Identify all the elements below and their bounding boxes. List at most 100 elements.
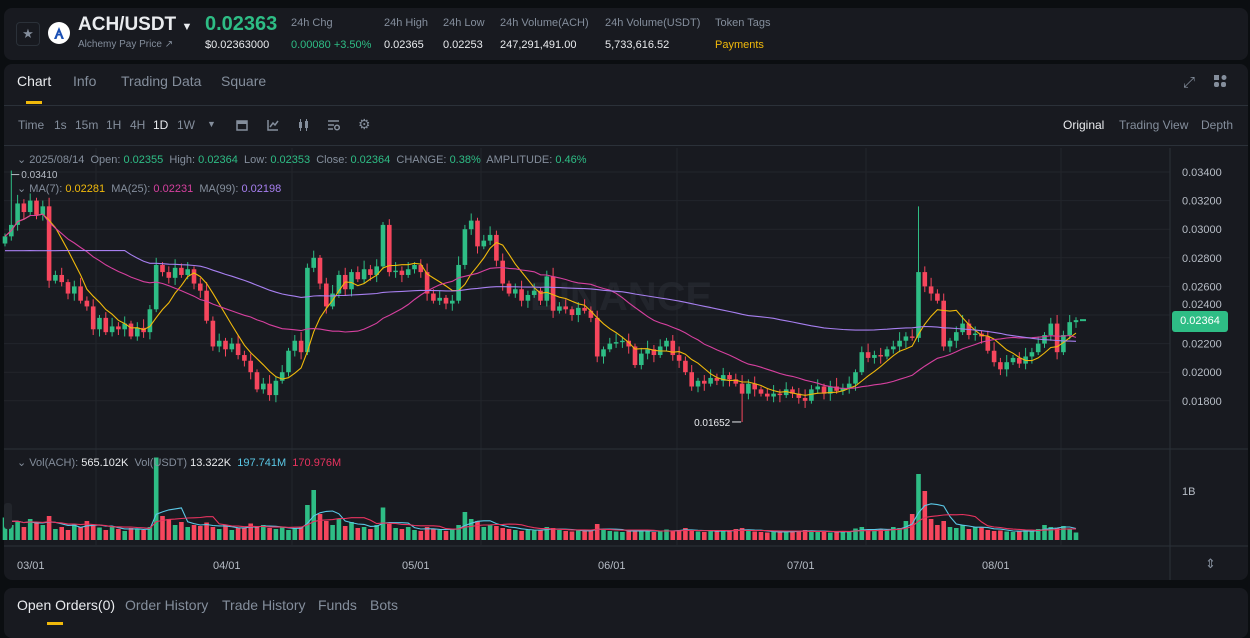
volume-bar (487, 525, 493, 540)
favorite-star-button[interactable]: ★ (16, 22, 40, 46)
candle-body (569, 309, 575, 315)
interval-15m[interactable]: 15m (75, 118, 99, 132)
candle-body (116, 326, 121, 330)
candle-body (708, 377, 713, 384)
layout-grid-icon[interactable] (1214, 75, 1227, 93)
candle-body (475, 220, 480, 247)
volume-ma10-line (4, 513, 1076, 532)
volume-bar (639, 531, 644, 540)
candle-body (1054, 323, 1060, 353)
low-value: 0.02353 (270, 154, 311, 166)
symbol-selector[interactable]: ACH/USDT ▼ (78, 14, 192, 36)
candle-body (456, 264, 461, 301)
candle-body (198, 283, 203, 291)
interval-1s[interactable]: 1s (54, 118, 67, 132)
volume-bar (72, 524, 77, 540)
volume-bar (1035, 529, 1041, 540)
volume-bar (179, 522, 184, 540)
candle-body (109, 326, 115, 333)
interval-1w[interactable]: 1W (177, 118, 195, 132)
open-label: Open: (90, 154, 121, 166)
interval-1d[interactable]: 1D (153, 118, 169, 132)
volume-bar (34, 522, 39, 540)
volume-bar (588, 530, 594, 540)
stat-label: 24h Volume(ACH) (500, 17, 589, 29)
candle-body (884, 349, 890, 357)
volume-bar (46, 516, 52, 540)
y-tick-label: 0.02600 (1182, 281, 1222, 293)
volume-bar (311, 490, 316, 540)
calendar-icon[interactable] (236, 118, 248, 136)
volume-bar (210, 527, 216, 540)
candle-body (859, 352, 865, 373)
candle-body (563, 306, 568, 310)
template-icon[interactable] (327, 118, 341, 136)
tab-trading-data[interactable]: Trading Data (121, 73, 202, 89)
collapse-chevron-icon[interactable]: ⌄ (17, 183, 27, 195)
volume-bar (374, 525, 379, 540)
high-value: 0.02364 (198, 154, 238, 166)
collapse-chevron-icon[interactable]: ⌄ (17, 154, 27, 166)
bottom-tab-open-orders-[interactable]: Open Orders(0) (17, 597, 116, 613)
indicator-icon[interactable] (267, 118, 279, 136)
volume-bar (387, 524, 392, 540)
candle-body (670, 340, 676, 356)
candle-body (544, 276, 550, 301)
volume-bar (317, 514, 323, 540)
view-depth[interactable]: Depth (1201, 118, 1234, 132)
token-info-link[interactable]: Alchemy Pay Price ↗ (78, 39, 174, 50)
candle-body (815, 386, 820, 390)
volume-bar (122, 531, 127, 540)
volume-bar (103, 530, 109, 540)
candle-body (393, 270, 398, 273)
max-price-label: 0.03410 (21, 170, 58, 181)
collapse-chevron-icon[interactable]: ⌄ (17, 457, 27, 469)
candle-body (355, 272, 361, 280)
bottom-tab-funds[interactable]: Funds (318, 597, 357, 613)
candle-body (59, 274, 64, 283)
candle-body (292, 340, 298, 351)
bottom-tab-order-history[interactable]: Order History (125, 597, 209, 613)
settings-icon[interactable]: ⚙ (358, 116, 371, 132)
tab-square[interactable]: Square (221, 73, 267, 89)
candle-body (279, 372, 285, 381)
candle-body (368, 269, 373, 275)
candle-body (513, 289, 518, 294)
candle-body (500, 260, 505, 284)
ohlc-legend: ⌄ 2025/08/14 Open: 0.02355 High: 0.02364… (17, 154, 587, 167)
candle-body (809, 389, 814, 401)
candle-body (46, 206, 52, 281)
vol-ma5-value: 197.741M (237, 457, 287, 469)
fullscreen-icon[interactable]: ⤢ (1183, 74, 1196, 91)
bottom-tab-trade-history[interactable]: Trade History (222, 597, 306, 613)
view-trading-view[interactable]: Trading View (1119, 118, 1189, 132)
candle-body (418, 264, 424, 273)
candle-body (361, 269, 367, 280)
tab-info[interactable]: Info (73, 73, 97, 89)
bottom-tab-bots[interactable]: Bots (370, 597, 399, 613)
volume-bar (972, 527, 978, 540)
auto-scale-icon[interactable]: ⇕ (1205, 556, 1216, 571)
candle-body (431, 293, 436, 301)
interval-4h[interactable]: 4H (130, 118, 146, 132)
ticker-header: ★ ACH/USDT ▼ Alchemy Pay Price ↗ 0.02363… (4, 8, 1248, 60)
volume-bar (1073, 532, 1079, 540)
volume-bar (733, 529, 739, 540)
candle-body (531, 290, 537, 295)
candlestick-chart[interactable]: 0.03400 0.03200 0.03000 0.02800 0.02600 0.024… (0, 0, 1250, 580)
volume-bar (399, 529, 405, 540)
volume-bar (796, 530, 802, 540)
candle-type-icon[interactable] (297, 118, 311, 136)
volume-bar (607, 531, 613, 540)
candle-body (802, 397, 808, 401)
candle-body (594, 317, 600, 357)
tab-chart[interactable]: Chart (17, 73, 52, 89)
interval-1h[interactable]: 1H (106, 118, 122, 132)
volume-bar (172, 525, 178, 540)
view-original[interactable]: Original (1063, 118, 1105, 132)
volume-bar (802, 530, 808, 540)
volume-bar (116, 529, 121, 540)
more-intervals-dropdown-icon[interactable]: ▼ (207, 119, 216, 129)
candle-body (210, 320, 216, 347)
stat-value[interactable]: Payments (715, 39, 764, 51)
